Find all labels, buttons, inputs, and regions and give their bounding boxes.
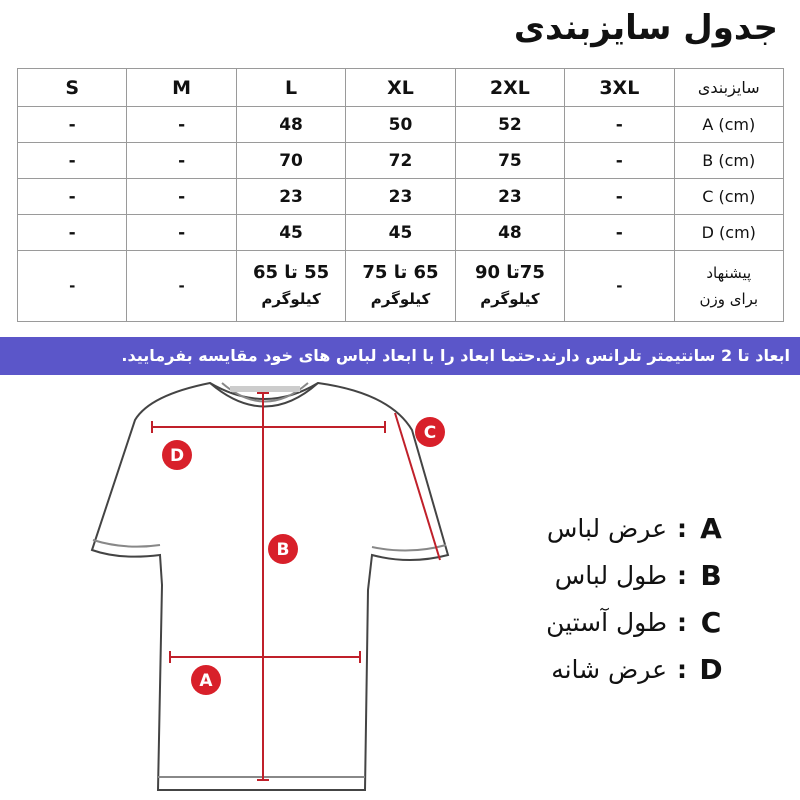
tolerance-banner: ابعاد تا 2 سانتیمتر تلرانس دارند.حتما اب… [0, 337, 800, 375]
row-label: پیشنهاد برای وزن [673, 250, 785, 322]
table-header-row: S M L XL 2XL 3XL سایزبندی [16, 68, 785, 107]
table-row: - - 48 50 52 - A (cm) [16, 106, 785, 143]
weight-range: - [616, 277, 623, 295]
weight-range: 65 تا 75 [362, 262, 439, 283]
cell: 48 [235, 106, 347, 143]
cell: - [564, 178, 675, 215]
tshirt-diagram: D B A C [90, 381, 450, 791]
cell: - [126, 214, 237, 251]
cell: - [564, 250, 675, 322]
row-label-line: برای وزن [699, 290, 759, 308]
cell: 23 [345, 178, 456, 215]
svg-text:D: D [170, 446, 184, 466]
weight-unit: کیلوگرم [480, 290, 540, 308]
legend-text: طول لباس [554, 561, 667, 590]
page-title: جدول سایزبندی [513, 8, 778, 48]
cell: 48 [454, 214, 566, 251]
cell: 52 [454, 106, 566, 143]
size-header: M [126, 68, 237, 107]
marker-d: D [162, 440, 192, 470]
weight-range: 75تا 90 [474, 262, 545, 283]
table-row: - - 23 23 23 - C (cm) [16, 178, 785, 215]
size-header: S [16, 68, 128, 107]
measure-lines [151, 392, 441, 781]
legend-key: D [699, 653, 723, 686]
cell: - [16, 214, 128, 251]
cell: - [16, 178, 128, 215]
label-tag [230, 386, 300, 392]
row-header-label: سایزبندی [673, 68, 785, 107]
cell: 75 [454, 142, 566, 179]
row-label: B (cm) [673, 142, 785, 179]
cell: 70 [235, 142, 347, 179]
weight-row: - - 55 تا 65 کیلوگرم 65 تا 75 کیلوگرم 75تا… [16, 250, 785, 322]
legend-key: C [700, 606, 722, 639]
cell: - [564, 214, 675, 251]
cell: - [564, 106, 675, 143]
cell: - [126, 106, 237, 143]
cell: 75تا 90 کیلوگرم [454, 250, 566, 322]
marker-b: B [268, 534, 298, 564]
legend-item: B: طول لباس [520, 552, 725, 599]
legend-item: A: عرض لباس [520, 505, 725, 552]
measurement-legend: A: عرض لباس B: طول لباس C: طول آستین D: عرض … [520, 505, 725, 693]
cell: - [126, 250, 237, 322]
size-table: S M L XL 2XL 3XL سایزبندی - - 48 50 52 -… [16, 68, 785, 322]
row-label-line: پیشنهاد [706, 264, 752, 282]
legend-key: B [700, 559, 722, 592]
cell: 23 [454, 178, 566, 215]
svg-text:B: B [277, 540, 290, 560]
row-label: A (cm) [673, 106, 785, 143]
size-header: L [235, 68, 347, 107]
svg-text:A: A [199, 671, 213, 691]
cell: 55 تا 65 کیلوگرم [235, 250, 347, 322]
weight-range: - [69, 277, 76, 295]
table-row: - - 70 72 75 - B (cm) [16, 142, 785, 179]
size-header: 2XL [454, 68, 566, 107]
size-header: XL [345, 68, 456, 107]
cell: - [564, 142, 675, 179]
cell: 72 [345, 142, 456, 179]
size-header: 3XL [564, 68, 675, 107]
cell: - [16, 142, 128, 179]
legend-item: C: طول آستین [520, 599, 725, 646]
cell: 45 [235, 214, 347, 251]
cell: - [16, 106, 128, 143]
cell: 23 [235, 178, 347, 215]
legend-text: طول آستین [546, 608, 667, 637]
legend-key: A [700, 512, 722, 545]
cell: - [16, 250, 128, 322]
table-row: - - 45 45 48 - D (cm) [16, 214, 785, 251]
cell: 50 [345, 106, 456, 143]
weight-range: - [178, 277, 185, 295]
legend-text: عرض لباس [546, 514, 667, 543]
tshirt-outline [90, 381, 450, 791]
weight-unit: کیلوگرم [261, 290, 321, 308]
legend-text: عرض شانه [551, 655, 667, 684]
cell: - [126, 142, 237, 179]
svg-text:C: C [424, 423, 436, 443]
weight-unit: کیلوگرم [370, 290, 431, 308]
marker-c: C [415, 417, 445, 447]
cell: 45 [345, 214, 456, 251]
row-label: D (cm) [673, 214, 785, 251]
legend-item: D: عرض شانه [520, 646, 725, 693]
marker-a: A [191, 665, 221, 695]
cell: - [126, 178, 237, 215]
row-label: C (cm) [673, 178, 785, 215]
cell: 65 تا 75 کیلوگرم [345, 250, 456, 322]
weight-range: 55 تا 65 [252, 262, 330, 283]
